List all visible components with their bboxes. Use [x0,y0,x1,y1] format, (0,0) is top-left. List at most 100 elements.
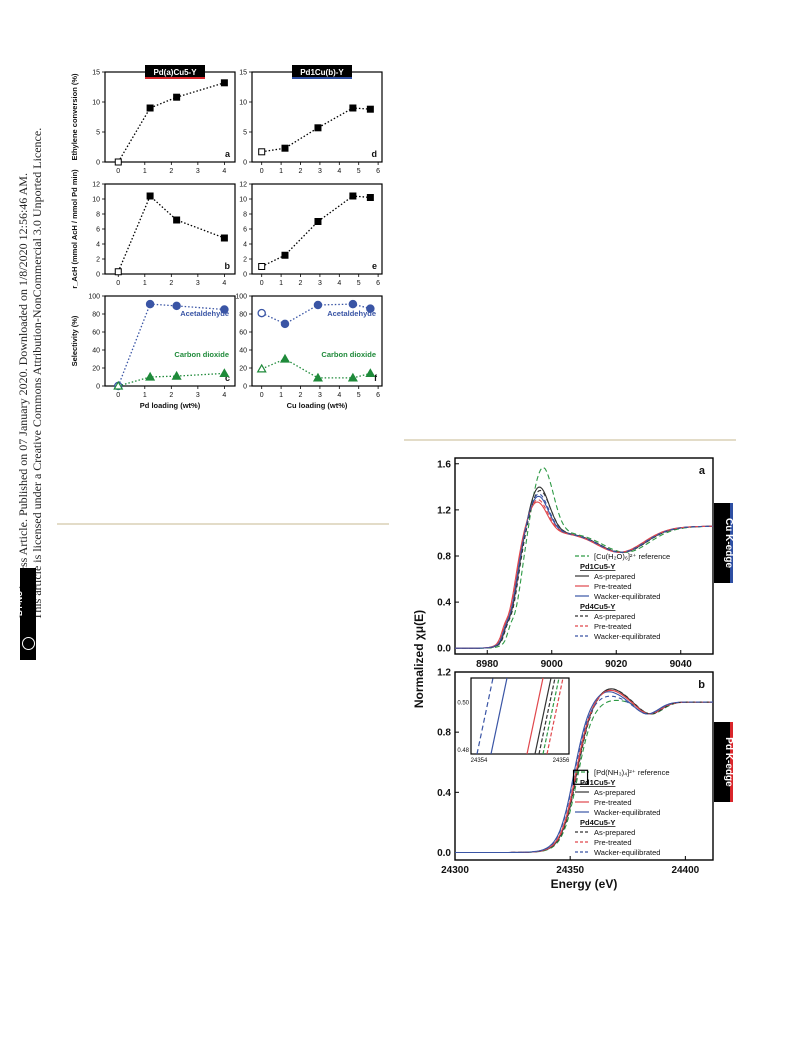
y-axis-label: r_AcH (mmol AcH / mmol Pd min) [70,169,79,289]
spectrum-line [455,695,713,854]
data-point [314,218,322,225]
y-tick-label: 2 [243,257,247,264]
spectrum-line [455,501,714,649]
plot-frame [251,71,383,163]
data-point [219,368,230,377]
data-point [312,372,324,382]
legend-entry: As-prepared [594,788,635,797]
plot-frame [104,183,236,275]
x-tick-label: 4 [222,392,226,399]
data-point [366,194,374,201]
x-tick-label: 3 [318,392,322,399]
legend-group-header: Pd4Cu5-Y [580,818,615,827]
y-tick-label: 0.8 [437,552,451,563]
data-point [220,79,228,87]
x-tick-label: 1 [279,392,283,399]
data-point [365,368,376,377]
x-axis-label: Pd loading (wt%) [140,401,201,410]
data-point [347,372,358,382]
y-tick-label: 5 [96,130,100,137]
y-tick-label: 8 [96,212,100,219]
y-tick-label: 100 [235,294,247,301]
data-point [173,93,181,101]
panel-d: 0 1 2 3 4 5 6 0 5 10 15 d [239,70,383,175]
y-tick-label: 6 [243,227,247,234]
y-tick-label: 8 [243,212,247,219]
y-tick-label: 0.0 [437,848,451,859]
label-acetaldehyde: Acetaldehyde [327,309,376,318]
label-carbon-dioxide: Carbon dioxide [174,350,229,359]
plot-frame [104,71,236,163]
data-point [114,268,122,276]
column-title-tag: Pd1Cu(b)-Y [292,65,352,79]
x-tick-label: 2 [299,392,303,399]
data-point [349,104,357,112]
data-point [279,353,291,363]
data-point [257,308,266,318]
data-point [114,158,122,166]
right-separator-rule [404,439,736,441]
data-point [220,305,229,314]
y-tick-label: 80 [92,312,100,319]
data-point [281,144,289,152]
x-tick-label: 1 [279,280,283,287]
y-tick-label: 10 [92,100,100,107]
y-tick-label: 0 [96,272,100,279]
x-tick-label: 5 [357,168,361,175]
data-point [171,370,182,380]
legend: [Cu(H₂O)₆]²⁺ referencePd1Cu5-YAs-prepare… [575,552,670,641]
left-separator-rule [57,523,389,525]
data-point [145,371,156,381]
y-tick-label: 2 [96,257,100,264]
x-tick-label: 3 [196,392,200,399]
y-tick-label: 0.4 [437,598,451,609]
x-tick-label: 3 [196,280,200,287]
legend-group-header: Pd4Cu5-Y [580,602,615,611]
xanes-panel-a: 8980 9000 9020 9040 0.0 0.4 0.8 1.2 1.6 a [Cu(H₂O)… [437,457,734,670]
plot-frame [251,183,383,275]
y-tick-label: 6 [96,227,100,234]
y-tick-label: 80 [239,312,247,319]
legend-group-header: Pd1Cu5-Y [580,778,615,787]
data-point [366,105,374,113]
panel-letter: e [372,261,377,271]
x-tick-label: 2 [299,168,303,175]
x-tick-label: 1 [143,280,147,287]
license-line-2: This article is licensed under a Creativ… [30,127,44,620]
x-axis-label: Energy (eV) [551,877,618,891]
x-tick-label: 0 [260,280,264,287]
data-point [258,263,266,270]
panel-letter: c [225,373,230,383]
y-tick-label: 0 [243,272,247,279]
y-tick-label: 20 [239,366,247,373]
x-tick-label: 1 [279,168,283,175]
cc-license-badge[interactable]: BY-NC [15,568,36,660]
x-tick-label: 0 [116,280,120,287]
x-tick-label: 0 [260,392,264,399]
y-tick-label: 15 [92,70,100,77]
legend-entry: [Cu(H₂O)₆]²⁺ reference [594,552,670,561]
data-point [146,192,154,200]
x-tick-label: 6 [376,280,380,287]
xanes-panel-b: 24300 24350 24400 0.0 0.4 0.8 1.2 b [Pd(NH₃)₄]²⁺… [437,668,734,877]
svg-text:Pd1Cu(b)-Y: Pd1Cu(b)-Y [300,68,344,77]
panel-a: 0 1 2 3 4 0 5 10 15 a [92,70,236,175]
plot-frame [251,295,383,387]
data-point [173,216,181,224]
y-tick-label: 1.2 [437,505,451,516]
x-tick-label: 24400 [671,865,699,876]
legend-entry: Wacker-equilibrated [594,808,660,817]
spectrum-line [455,493,713,649]
svg-text:24354: 24354 [471,758,488,764]
y-tick-label: 4 [243,242,247,249]
y-tick-label: 0 [96,384,100,391]
x-tick-label: 9000 [541,659,564,670]
spectrum-line [455,495,713,649]
legend-entry: As-prepared [594,572,635,581]
x-tick-label: 24350 [556,865,584,876]
data-point [220,234,228,242]
